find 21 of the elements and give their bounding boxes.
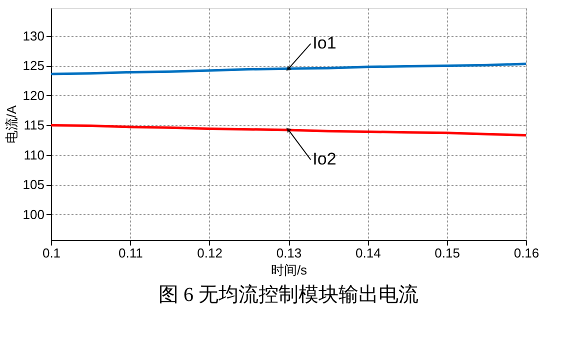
- line-series: [50, 62, 528, 76]
- y-tick-label: 115: [24, 118, 44, 133]
- x-tick-label: 0.16: [514, 246, 540, 260]
- x-tick-label: 0.15: [434, 246, 460, 260]
- x-tick-label: 0.14: [356, 246, 381, 260]
- text: 图 6 无均流控制模块输出电流: [158, 284, 418, 306]
- y-tick-label: 110: [24, 147, 44, 162]
- y-tick-label: 125: [22, 58, 44, 74]
- x-axis-title: 时间/s: [270, 262, 308, 278]
- y-tick-label: 105: [22, 177, 44, 192]
- line-series: [50, 124, 528, 137]
- y-tick-label: 130: [22, 28, 44, 44]
- y-tick-label: 100: [22, 206, 44, 222]
- series-label: Io1: [312, 34, 336, 53]
- x-tick-label: 0.1: [42, 246, 61, 260]
- y-axis-title: 电流/A: [4, 105, 19, 144]
- series-label: Io2: [312, 150, 336, 169]
- x-tick-label: 0.12: [197, 246, 222, 260]
- y-tick-label: 120: [22, 88, 44, 103]
- x-tick-label: 0.11: [118, 246, 143, 260]
- x-tick-label: 0.13: [276, 246, 302, 260]
